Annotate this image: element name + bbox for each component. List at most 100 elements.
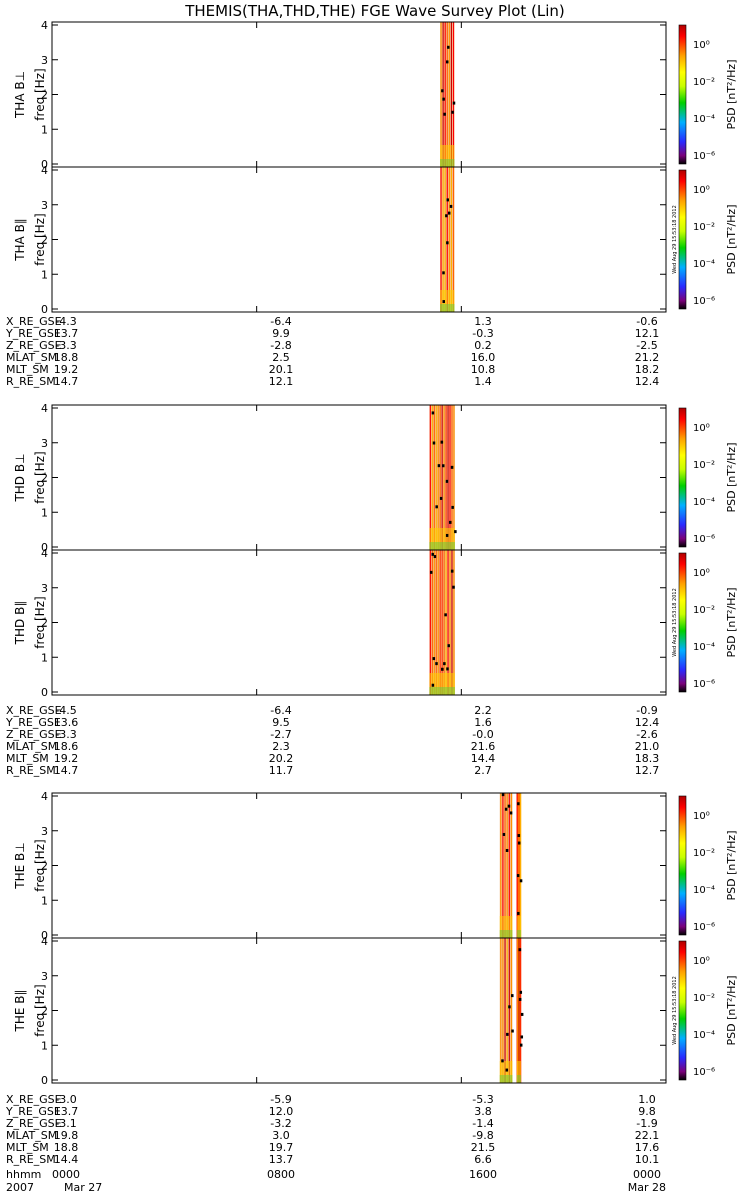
peak-marker	[518, 997, 522, 1001]
y-tick-label: 4	[41, 547, 48, 560]
ephemeris-value: 10.8	[471, 363, 496, 376]
peak-marker	[431, 683, 435, 687]
panel-frame	[51, 166, 667, 313]
ephemeris-row-label: X_RE_GSE	[6, 315, 62, 328]
colorbar-tick-label: 10⁻⁶	[693, 922, 715, 933]
peak-marker	[454, 530, 457, 534]
colorbar-tick-label: 10⁻⁴	[693, 497, 715, 508]
spectrogram-panel: 0 1 2 3 4 freq [Hz] THA B∥ 10⁰ 10⁻² 10⁻⁴ 10⁻⁶ PSD […	[13, 164, 738, 316]
y-tick-label: 4	[41, 790, 48, 803]
low-freq-band	[516, 1061, 522, 1083]
ephemeris-value: -6.4	[270, 315, 291, 328]
peak-marker	[508, 1005, 511, 1009]
time-tick-label: 1600	[469, 1168, 497, 1181]
low-freq-band	[429, 542, 455, 550]
ephemeris-value: 18.3	[635, 752, 660, 765]
ephemeris-value: 9.5	[272, 716, 290, 729]
ephemeris-row-label: R_RE_SM	[6, 1153, 56, 1166]
peak-marker	[447, 211, 451, 215]
ephemeris-value: 12.7	[635, 764, 660, 777]
creation-stamp: Wed Aug 29 15:53:18 2012	[672, 205, 678, 274]
ephemeris-row-label: MLAT_SM	[6, 740, 57, 753]
ephemeris-row-label: MLT_SM	[6, 752, 49, 765]
ephemeris-row-label: MLAT_SM	[6, 1129, 57, 1142]
peak-marker	[509, 811, 513, 815]
peak-marker	[518, 948, 522, 952]
y-axis-unit-label: freq [Hz]	[33, 839, 47, 891]
ephemeris-row-label: Z_RE_GSE	[6, 1117, 62, 1130]
colorbar-tick-label: 10⁻⁶	[693, 534, 715, 545]
ephemeris-value: 17.6	[635, 1141, 660, 1154]
probe-block-the: 0 1 2 3 4 freq [Hz] THE B⊥ 10⁰ 10⁻² 10⁻⁴ 10⁻⁶ PSD […	[5, 790, 738, 1166]
y-tick-label: 3	[41, 825, 48, 838]
ephemeris-value: -0.9	[636, 704, 657, 717]
ephemeris-value: 19.2	[54, 363, 79, 376]
low-freq-band	[499, 930, 513, 938]
colorbar-tick-label: 10⁻⁶	[693, 1067, 715, 1078]
start-date-label: Mar 27	[64, 1181, 102, 1194]
colorbar	[678, 940, 687, 1081]
colorbar-tick-label: 10⁰	[693, 40, 710, 51]
peak-marker	[517, 911, 520, 915]
spectrogram-panel: 0 1 2 3 4 freq [Hz] THE B⊥ 10⁰ 10⁻² 10⁻⁴ 10⁻⁶ PSD […	[13, 790, 738, 942]
peak-marker	[505, 848, 509, 852]
y-tick-label: 0	[41, 158, 48, 171]
peak-marker	[442, 97, 445, 101]
creation-stamp: Wed Aug 29 15:53:18 2012	[672, 588, 678, 657]
ephemeris-value: -3.1	[55, 1117, 76, 1130]
colorbar-label: PSD [nT²/Hz]	[725, 587, 738, 657]
ephemeris-row-label: Y_RE_GSE	[5, 327, 61, 340]
ephemeris-value: 9.8	[638, 1105, 656, 1118]
peak-marker	[432, 657, 436, 661]
colorbar-tick-label: 10⁻⁶	[693, 151, 715, 162]
ephemeris-value: 14.7	[54, 764, 79, 777]
colorbar-tick-label: 10⁻⁴	[693, 1030, 715, 1041]
colorbar-tick-label: 10⁻⁴	[693, 885, 715, 896]
y-tick-label: 0	[41, 929, 48, 942]
colorbar	[678, 795, 687, 936]
ephemeris-row-label: R_RE_SM	[6, 375, 56, 388]
colorbar-tick-label: 10⁻⁴	[693, 642, 715, 653]
colorbar-tick-label: 10⁻⁴	[693, 259, 715, 270]
peak-marker	[445, 479, 449, 483]
peak-marker	[445, 214, 448, 218]
colorbar-tick-label: 10⁻⁶	[693, 679, 715, 690]
ephemeris-row-label: MLT_SM	[6, 1141, 49, 1154]
colorbar-tick-label: 10⁻⁶	[693, 296, 715, 307]
ephemeris-value: -2.7	[270, 728, 291, 741]
peak-marker	[449, 204, 453, 208]
peak-marker	[442, 300, 445, 304]
colorbar-tick-label: 10⁻²	[693, 993, 715, 1004]
colorbar-label: PSD [nT²/Hz]	[725, 975, 738, 1045]
peak-marker	[519, 1043, 523, 1047]
peak-marker	[447, 45, 450, 49]
peak-marker	[441, 89, 444, 93]
peak-marker	[437, 464, 441, 468]
peak-marker	[517, 802, 520, 806]
spectrogram-panel: 0 1 2 3 4 freq [Hz] THE B∥ 10⁰ 10⁻² 10⁻⁴ 10⁻⁶ PSD […	[13, 935, 738, 1087]
peak-marker	[431, 552, 434, 556]
peak-marker	[506, 1032, 509, 1036]
colorbar-label: PSD [nT²/Hz]	[725, 830, 738, 900]
y-tick-label: 2	[41, 234, 48, 247]
peak-marker	[511, 994, 514, 998]
peak-marker	[432, 441, 436, 445]
peak-marker	[446, 198, 449, 202]
ephemeris-value: 21.0	[635, 740, 660, 753]
peak-marker	[443, 662, 446, 666]
y-axis-panel-label: THD B⊥	[13, 453, 27, 502]
ephemeris-value: 14.4	[471, 752, 496, 765]
y-tick-label: 0	[41, 686, 48, 699]
y-tick-label: 1	[41, 123, 48, 136]
low-freq-band	[499, 1075, 513, 1083]
y-tick-label: 0	[41, 541, 48, 554]
ephemeris-value: 18.8	[54, 1141, 79, 1154]
ephemeris-value: -0.6	[636, 315, 657, 328]
y-tick-label: 2	[41, 617, 48, 630]
ephemeris-row-label: MLT_SM	[6, 363, 49, 376]
probe-block-thd: 0 1 2 3 4 freq [Hz] THD B⊥ 10⁰ 10⁻² 10⁻⁴ 10⁻⁶ PSD […	[5, 402, 738, 777]
colorbar-tick-label: 10⁻⁴	[693, 114, 715, 125]
panel-frame	[51, 21, 667, 168]
peak-marker	[520, 1035, 524, 1039]
creation-stamp: Wed Aug 29 15:53:18 2012	[672, 976, 678, 1045]
